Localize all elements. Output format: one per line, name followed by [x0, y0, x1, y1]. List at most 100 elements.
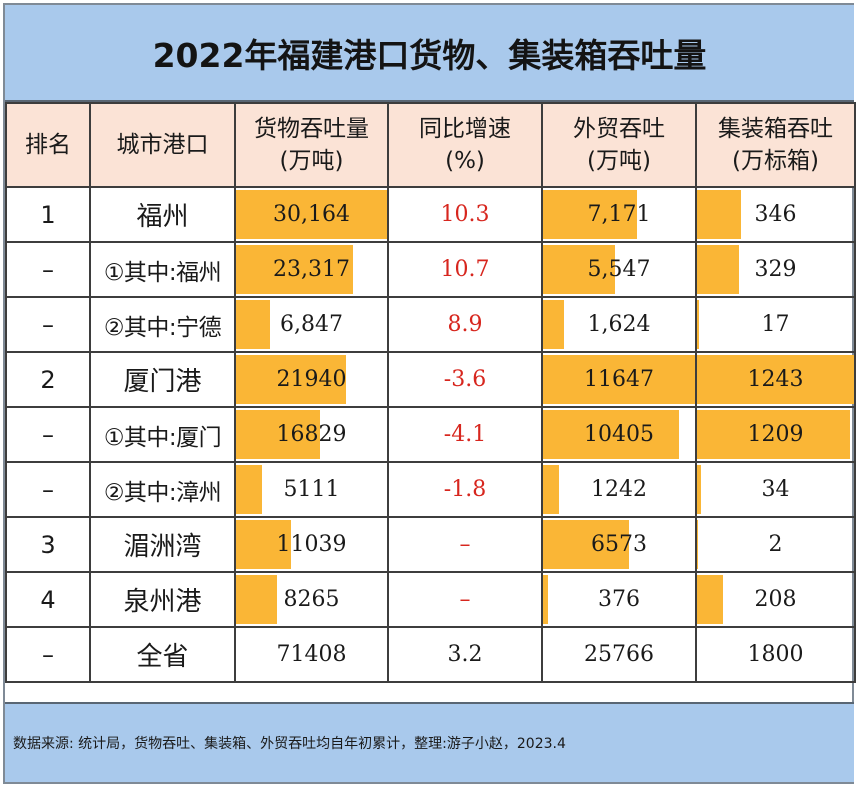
growth-cell: -1.8 — [387, 461, 543, 518]
container-cell-label: 329 — [754, 257, 797, 282]
table-row: 2 厦门港 21940 -3.6 11647 1243 — [5, 351, 856, 408]
trade-cell-label: 6573 — [591, 532, 647, 557]
table-row: – ②其中:宁德 6,847 8.9 1,624 17 — [5, 296, 856, 353]
container-cell: 34 — [695, 461, 856, 518]
container-cell: 1243 — [695, 351, 856, 408]
growth-cell-label: 10.7 — [440, 257, 490, 282]
port-cell: ②其中:漳州 — [89, 461, 236, 518]
trade-cell-bar — [544, 410, 679, 459]
port-cell: 泉州港 — [89, 571, 236, 628]
rank-cell: 3 — [5, 516, 91, 573]
trade-cell: 11647 — [541, 351, 697, 408]
port-throughput-table: 排名 城市港口 货物吞吐量 (万吨) 同比增速 (%) 外贸吞吐 (万吨) 集装箱吞吐… — [5, 102, 856, 683]
port-cell: 厦门港 — [89, 351, 236, 408]
cargo-cell: 30,164 — [234, 186, 389, 243]
port-cell-label: 福州 — [136, 202, 189, 232]
rank-cell-label: – — [42, 475, 54, 504]
growth-cell: -4.1 — [387, 406, 543, 463]
cargo-cell-bar — [237, 465, 262, 514]
table-row: – 全省 71408 3.2 25766 1800 — [5, 626, 856, 683]
rank-cell: – — [5, 461, 91, 518]
port-cell-label: ①其中:厦门 — [103, 424, 222, 451]
cargo-cell: 21940 — [234, 351, 389, 408]
trade-cell: 5,547 — [541, 241, 697, 298]
trade-cell-bar — [544, 520, 629, 569]
growth-cell-label: -1.8 — [443, 477, 487, 502]
growth-cell-label: – — [459, 587, 471, 612]
cargo-cell-label: 21940 — [276, 367, 347, 392]
container-cell-bar — [698, 355, 853, 404]
growth-cell-label: -3.6 — [443, 367, 487, 392]
cargo-cell: 5111 — [234, 461, 389, 518]
rank-cell-label: – — [42, 640, 54, 669]
port-cell-label: 湄洲湾 — [123, 532, 202, 562]
port-cell: ①其中:厦门 — [89, 406, 236, 463]
rank-cell: 2 — [5, 351, 91, 408]
trade-cell-label: 1,624 — [587, 312, 651, 337]
growth-cell: 3.2 — [387, 626, 543, 683]
trade-cell-bar — [544, 300, 565, 349]
cargo-cell-label: 23,317 — [273, 257, 350, 282]
cargo-cell: 16829 — [234, 406, 389, 463]
trade-cell-bar — [544, 355, 694, 404]
rank-cell: – — [5, 406, 91, 463]
rank-cell-label: – — [42, 310, 54, 339]
table-row: – ①其中:福州 23,317 10.7 5,547 329 — [5, 241, 856, 298]
container-cell-bar — [698, 410, 850, 459]
container-cell: 208 — [695, 571, 856, 628]
cargo-cell-label: 16829 — [276, 422, 347, 447]
container-cell: 2 — [695, 516, 856, 573]
cargo-cell: 11039 — [234, 516, 389, 573]
growth-cell: 10.7 — [387, 241, 543, 298]
cargo-cell-label: 11039 — [276, 532, 347, 557]
trade-cell: 7,171 — [541, 186, 697, 243]
trade-cell: 376 — [541, 571, 697, 628]
container-cell-label: 34 — [761, 477, 790, 502]
trade-cell-label: 25766 — [584, 642, 654, 667]
cargo-cell-label: 30,164 — [273, 202, 350, 227]
port-cell-label: 泉州港 — [123, 587, 202, 617]
cargo-cell-label: 8265 — [283, 587, 340, 612]
rank-cell: 1 — [5, 186, 91, 243]
container-cell-label: 208 — [754, 587, 797, 612]
growth-cell-label: – — [459, 532, 471, 557]
port-cell-label: 厦门港 — [123, 367, 202, 397]
cargo-cell-label: 71408 — [276, 642, 347, 667]
container-cell-label: 1209 — [747, 422, 804, 447]
cargo-cell-bar — [237, 300, 271, 349]
rank-cell-label: – — [42, 420, 54, 449]
container-cell-label: 1800 — [747, 642, 804, 667]
container-cell: 1800 — [695, 626, 856, 683]
trade-cell-bar — [544, 190, 637, 239]
rank-cell-label: 4 — [40, 585, 56, 614]
header-container: 集装箱吞吐 (万标箱) — [695, 102, 856, 188]
header-row: 排名 城市港口 货物吞吐量 (万吨) 同比增速 (%) 外贸吞吐 (万吨) 集装箱吞吐… — [5, 102, 856, 188]
growth-cell: 10.3 — [387, 186, 543, 243]
header-growth: 同比增速 (%) — [387, 102, 543, 188]
table-row: 3 湄洲湾 11039 – 6573 2 — [5, 516, 856, 573]
container-cell-label: 346 — [754, 202, 797, 227]
port-cell: 全省 — [89, 626, 236, 683]
port-cell: ①其中:福州 — [89, 241, 236, 298]
cargo-cell-bar — [237, 245, 353, 294]
cargo-cell-bar — [237, 355, 346, 404]
header-port: 城市港口 — [89, 102, 236, 188]
growth-cell-label: 3.2 — [447, 642, 483, 667]
trade-cell-bar — [544, 245, 616, 294]
source-note: 数据来源: 统计局，货物吞吐、集装箱、外贸吞吐均自年初累计，整理:游子小赵，20… — [5, 702, 854, 782]
rank-cell-label: 3 — [40, 530, 56, 559]
container-cell: 346 — [695, 186, 856, 243]
cargo-cell-bar — [237, 520, 292, 569]
growth-cell: -3.6 — [387, 351, 543, 408]
container-cell-bar — [698, 575, 724, 624]
growth-cell: 8.9 — [387, 296, 543, 353]
container-cell-bar — [698, 465, 702, 514]
container-cell-label: 17 — [761, 312, 790, 337]
table-row: – ①其中:厦门 16829 -4.1 10405 1209 — [5, 406, 856, 463]
growth-cell-label: 10.3 — [440, 202, 490, 227]
growth-cell-label: 8.9 — [447, 312, 483, 337]
cargo-cell: 71408 — [234, 626, 389, 683]
rank-cell: – — [5, 296, 91, 353]
container-cell-bar — [698, 245, 739, 294]
port-cell: 湄洲湾 — [89, 516, 236, 573]
